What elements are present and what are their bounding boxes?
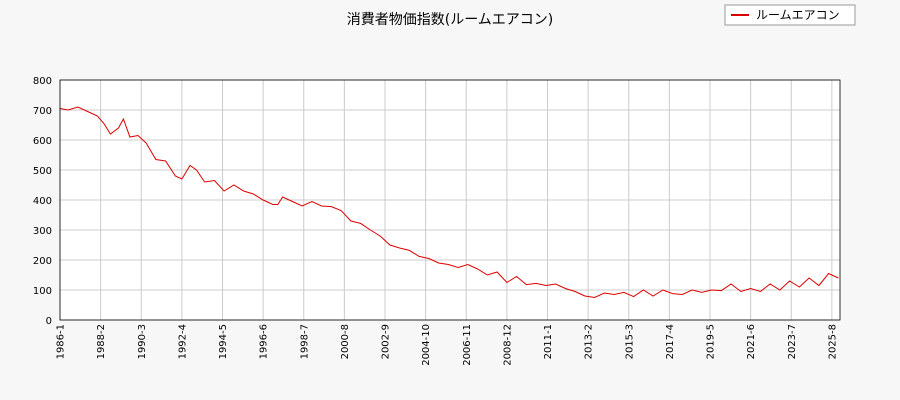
x-tick-label: 2006-11 — [462, 324, 473, 366]
x-tick-label: 1998-7 — [299, 324, 310, 359]
y-tick-label: 600 — [33, 136, 52, 147]
x-tick-label: 2008-12 — [502, 324, 513, 366]
y-tick-label: 500 — [33, 166, 52, 177]
x-tick-label: 2002-9 — [381, 324, 392, 359]
legend-label: ルームエアコン — [756, 8, 840, 22]
x-tick-label: 2000-8 — [340, 324, 351, 359]
x-tick-label: 2013-2 — [584, 324, 595, 359]
x-tick-label: 2023-7 — [787, 324, 798, 359]
x-tick-label: 2011-1 — [543, 324, 554, 359]
x-tick-label: 1992-4 — [177, 324, 188, 359]
legend: ルームエアコン — [724, 4, 856, 26]
legend-box — [724, 4, 856, 26]
y-tick-label: 700 — [33, 106, 52, 117]
plot-frame — [59, 79, 841, 321]
x-axis: 1986-1 1988-2 1990-3 1992-4 1994-5 1996-6 1998… — [56, 324, 839, 366]
x-tick-label: 1996-6 — [259, 324, 270, 359]
y-tick-label: 400 — [33, 196, 52, 207]
x-tick-label: 2004-10 — [421, 324, 432, 366]
y-tick-label: 0 — [46, 316, 52, 327]
x-tick-label: 1986-1 — [56, 324, 67, 359]
y-tick-label: 100 — [33, 286, 52, 297]
series-line-room-aircon — [59, 106, 839, 299]
x-tick-label: 2017-4 — [665, 324, 676, 359]
x-tick-label: 1994-5 — [218, 324, 229, 359]
x-tick-label: 1990-3 — [137, 324, 148, 359]
y-tick-label: 300 — [33, 226, 52, 237]
x-tick-label: 2019-5 — [706, 324, 717, 359]
chart-title: 消費者物価指数(ルームエアコン) — [347, 12, 554, 28]
x-tick-label: 2015-3 — [624, 324, 635, 359]
x-tick-label: 2021-6 — [746, 324, 757, 359]
y-tick-label: 200 — [33, 256, 52, 267]
y-tick-label: 800 — [33, 76, 52, 87]
x-tick-label: 2025-8 — [827, 324, 838, 359]
x-tick-label: 1988-2 — [96, 324, 107, 359]
y-axis: 0 100 200 300 400 500 600 700 800 — [33, 76, 52, 327]
